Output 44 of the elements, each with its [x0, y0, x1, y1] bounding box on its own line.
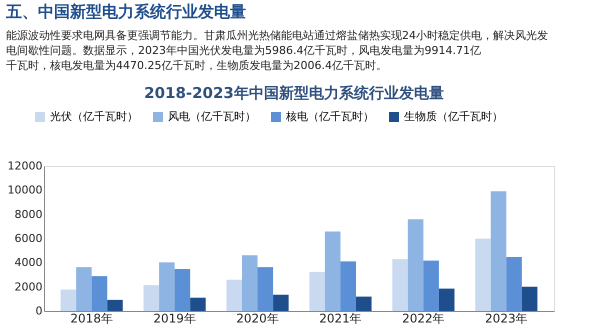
y-tick-label: 0: [36, 304, 42, 318]
x-tick-label: 2023年: [485, 312, 528, 326]
bar: [324, 231, 340, 311]
y-tick-label: 4000: [14, 256, 42, 270]
x-tick-label: 2018年: [70, 312, 113, 326]
bar: [506, 256, 522, 311]
bar: [190, 298, 206, 311]
legend-label: 生物质（亿千瓦时）: [404, 110, 503, 123]
bar: [144, 285, 160, 311]
y-tick-label: 10000: [8, 184, 42, 197]
bar: [273, 294, 289, 311]
bar: [107, 300, 123, 311]
x-tick-label: 2020年: [236, 312, 279, 326]
bar: [60, 290, 76, 311]
y-tick-label: 2000: [14, 280, 42, 294]
x-tick-label: 2022年: [402, 312, 445, 326]
y-tick-label: 8000: [14, 208, 42, 221]
bar: [174, 268, 190, 311]
bar: [258, 267, 274, 311]
bar: [242, 255, 258, 311]
bar: [392, 259, 408, 311]
bar: [159, 262, 175, 311]
bar: [423, 260, 439, 311]
x-tick-label: 2021年: [319, 312, 362, 326]
bar: [92, 276, 108, 311]
bar: [438, 288, 454, 311]
bar: [522, 286, 538, 311]
legend-label: 风电（亿千瓦时）: [168, 110, 256, 123]
chart-title: 2018-2023年中国新型电力系统行业发电量: [144, 84, 444, 102]
bar: [340, 261, 356, 311]
bar: [356, 296, 372, 311]
x-tick-label: 2019年: [153, 312, 196, 326]
text: 能源波动性要求电网具备更强调节能力。甘肃瓜州光热储能电站通过熔盐储热实现24小时稳定供电，解决风光发电间歇性问题。数据显示，2023年中国光伏发电量为5986.4亿千瓦时，风电发电量为9914.71亿千瓦时，核电发电量为4470.25亿千瓦时，生物质发电量为2006.4亿千瓦时。: [6, 29, 548, 72]
bar: [76, 267, 92, 311]
y-tick-label: 12000: [8, 160, 42, 172]
bar: [226, 280, 242, 311]
text: 五、中国新型电力系统行业发电量: [5, 2, 246, 21]
legend-label: 核电（亿千瓦时）: [285, 110, 374, 123]
y-tick-label: 6000: [14, 232, 42, 245]
legend-label: 光伏（亿千瓦时）: [50, 110, 138, 123]
bar: [475, 238, 491, 311]
bar: [490, 191, 506, 311]
bar: [408, 219, 424, 311]
bar: [309, 272, 325, 311]
